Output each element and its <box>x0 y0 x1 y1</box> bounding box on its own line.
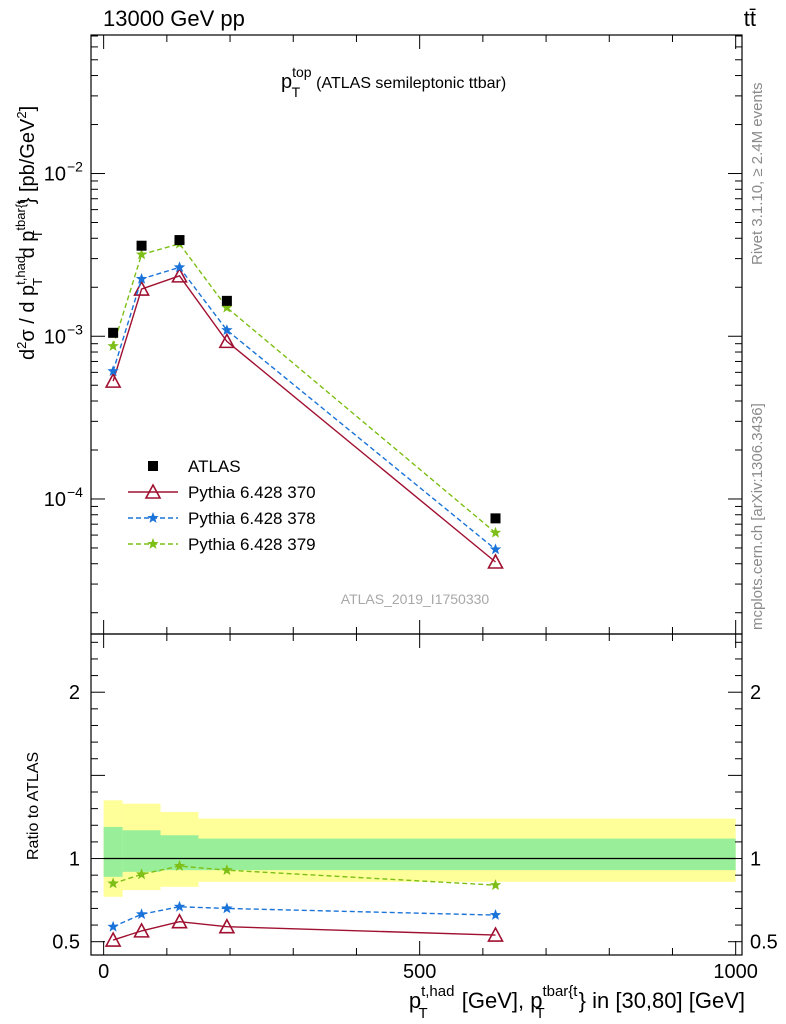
ratio-ytick-label: 2 <box>69 682 80 704</box>
title-main: p <box>281 71 292 93</box>
main-point-1-4 <box>487 553 504 569</box>
main-ylabel: d2σ / d pt,had T d ptbar{tT} [pb/GeV2] <box>13 106 45 360</box>
ratio-ytick-label: 1 <box>69 849 80 871</box>
main-point-3-3 <box>221 301 233 313</box>
legend-marker-3 <box>147 538 159 549</box>
ratio-point-1-4 <box>489 909 502 920</box>
ratio-point-2-4 <box>489 879 502 890</box>
main-point-3-1 <box>135 248 148 260</box>
legend-label-1: Pythia 6.428 370 <box>188 483 316 502</box>
title-sup: top <box>292 64 312 80</box>
legend: ATLAS Pythia 6.428 370 Pythia 6.428 378 Pyt… <box>128 457 316 554</box>
ratio-point-1-0 <box>107 920 119 932</box>
main-point-1-1 <box>133 280 150 296</box>
ratio-xtick-label: 500 <box>403 961 436 983</box>
ratio-ytick-label-right: 0.5 <box>750 932 778 954</box>
ratio-series-line-1 <box>112 906 496 928</box>
ratio-point-0-0 <box>104 931 122 947</box>
ratio-point-2-0 <box>107 877 119 889</box>
main-ytick-label: 10 <box>44 164 66 186</box>
ratio-band-green-3 <box>198 838 736 871</box>
main-point-2-4 <box>489 543 502 555</box>
main-point-1-3 <box>218 332 236 349</box>
main-point-2-2 <box>173 261 186 273</box>
legend-marker-0 <box>148 461 158 471</box>
main-series-line-1 <box>112 275 496 563</box>
ratio-ytick-label: 0.5 <box>52 932 80 954</box>
main-point-2-1 <box>135 272 148 284</box>
legend-marker-1 <box>144 483 162 499</box>
rivet-label: Rivet 3.1.10, ≥ 2.4M events <box>749 83 766 266</box>
ratio-band-green-1 <box>122 830 161 872</box>
ratio-band-green-0 <box>103 826 123 877</box>
main-point-0-1 <box>136 240 147 251</box>
ratio-point-0-2 <box>171 913 188 929</box>
ratio-xtick-label: 1000 <box>713 961 758 983</box>
main-point-1-0 <box>104 372 122 388</box>
ratio-point-2-1 <box>135 868 148 880</box>
title-rest: (ATLAS semileptonic ttbar) <box>316 75 506 92</box>
title-sub: T <box>292 84 301 100</box>
legend-label-2: Pythia 6.428 378 <box>188 509 316 528</box>
main-series-line-2 <box>112 266 496 550</box>
main-point-0-2 <box>174 235 185 246</box>
ratio-xtick-label: 0 <box>98 961 109 983</box>
main-ytick-exponent: −2 <box>67 159 83 175</box>
ratio-ylabel: Ratio to ATLAS <box>25 752 42 860</box>
energy-label: 13000 GeV pp <box>103 6 245 31</box>
legend-label-0: ATLAS <box>188 457 241 476</box>
ratio-point-2-3 <box>221 864 233 875</box>
main-ytick-exponent: −3 <box>67 321 83 337</box>
mcplots-label: mcplots.cern.ch [arXiv:1306.3436] <box>749 403 766 630</box>
ratio-point-0-3 <box>218 918 236 934</box>
ratio-point-0-1 <box>133 922 150 938</box>
main-point-0-3 <box>221 295 232 306</box>
main-ytick-exponent: −4 <box>67 484 83 500</box>
ratio-point-1-1 <box>135 908 148 920</box>
ratio-point-0-4 <box>487 926 504 942</box>
ratio-frame <box>90 633 743 956</box>
ratio-point-1-3 <box>221 902 233 914</box>
process-label: tt̄ <box>744 6 756 31</box>
legend-label-3: Pythia 6.428 379 <box>188 535 316 554</box>
legend-marker-2 <box>147 512 159 523</box>
main-point-3-4 <box>489 526 502 538</box>
main-series-line-3 <box>112 242 496 534</box>
main-ytick-label: 10 <box>44 326 66 348</box>
main-point-2-0 <box>107 365 119 376</box>
ratio-plot: 0 500 1000 0.5 0.5 1 1 2 2 <box>52 35 778 983</box>
ratio-point-1-2 <box>173 900 186 912</box>
main-point-2-3 <box>221 324 233 335</box>
main-point-0-4 <box>490 513 501 524</box>
ratio-ytick-label-right: 2 <box>750 682 761 704</box>
ratio-xlabel: pt,had T [GeV], ptbar{t T} in [30,80] [GeV… <box>409 983 745 1022</box>
main-ytick-label: 10 <box>44 489 66 511</box>
main-point-1-2 <box>171 267 188 283</box>
analysis-label: ATLAS_2019_I1750330 <box>341 591 490 607</box>
main-point-0-0 <box>108 327 119 338</box>
ratio-series-line-0 <box>112 921 496 941</box>
main-point-3-0 <box>107 340 119 351</box>
ratio-ytick-label-right: 1 <box>750 849 761 871</box>
main-title: ptop T (ATLAS semileptonic ttbar) <box>281 64 506 100</box>
ratio-point-2-2 <box>173 860 186 871</box>
